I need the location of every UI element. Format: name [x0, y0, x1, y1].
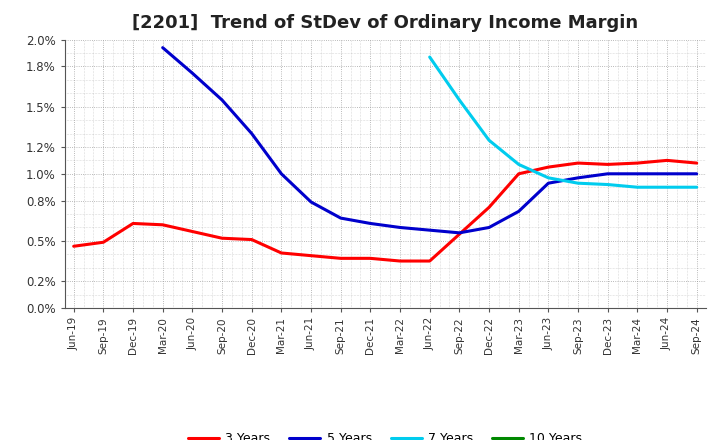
3 Years [544, 165, 553, 170]
5 Years [485, 225, 493, 230]
3 Years [366, 256, 374, 261]
5 Years [603, 171, 612, 176]
7 Years [662, 185, 671, 190]
3 Years [574, 161, 582, 166]
7 Years [455, 97, 464, 103]
5 Years [277, 171, 286, 176]
5 Years [514, 209, 523, 214]
3 Years [188, 229, 197, 234]
3 Years [277, 250, 286, 256]
Line: 7 Years: 7 Years [430, 57, 697, 187]
5 Years [544, 180, 553, 186]
Legend: 3 Years, 5 Years, 7 Years, 10 Years: 3 Years, 5 Years, 7 Years, 10 Years [183, 427, 588, 440]
Title: [2201]  Trend of StDev of Ordinary Income Margin: [2201] Trend of StDev of Ordinary Income… [132, 15, 638, 33]
7 Years [426, 55, 434, 60]
Line: 3 Years: 3 Years [73, 161, 697, 261]
3 Years [455, 231, 464, 237]
5 Years [307, 199, 315, 205]
7 Years [544, 175, 553, 180]
5 Years [455, 230, 464, 235]
5 Years [426, 227, 434, 233]
3 Years [603, 162, 612, 167]
7 Years [633, 185, 642, 190]
5 Years [188, 70, 197, 76]
3 Years [693, 161, 701, 166]
Line: 5 Years: 5 Years [163, 48, 697, 233]
7 Years [574, 180, 582, 186]
5 Years [336, 216, 345, 221]
5 Years [366, 221, 374, 226]
5 Years [248, 131, 256, 136]
3 Years [217, 235, 226, 241]
5 Years [633, 171, 642, 176]
5 Years [396, 225, 405, 230]
5 Years [158, 45, 167, 50]
5 Years [574, 175, 582, 180]
3 Years [158, 222, 167, 227]
5 Years [662, 171, 671, 176]
7 Years [485, 138, 493, 143]
3 Years [129, 221, 138, 226]
7 Years [693, 185, 701, 190]
3 Years [336, 256, 345, 261]
7 Years [603, 182, 612, 187]
3 Years [514, 171, 523, 176]
3 Years [633, 161, 642, 166]
3 Years [485, 205, 493, 210]
5 Years [693, 171, 701, 176]
3 Years [307, 253, 315, 258]
3 Years [69, 244, 78, 249]
3 Years [396, 258, 405, 264]
5 Years [217, 97, 226, 103]
3 Years [662, 158, 671, 163]
3 Years [426, 258, 434, 264]
3 Years [99, 240, 108, 245]
7 Years [514, 162, 523, 167]
3 Years [248, 237, 256, 242]
